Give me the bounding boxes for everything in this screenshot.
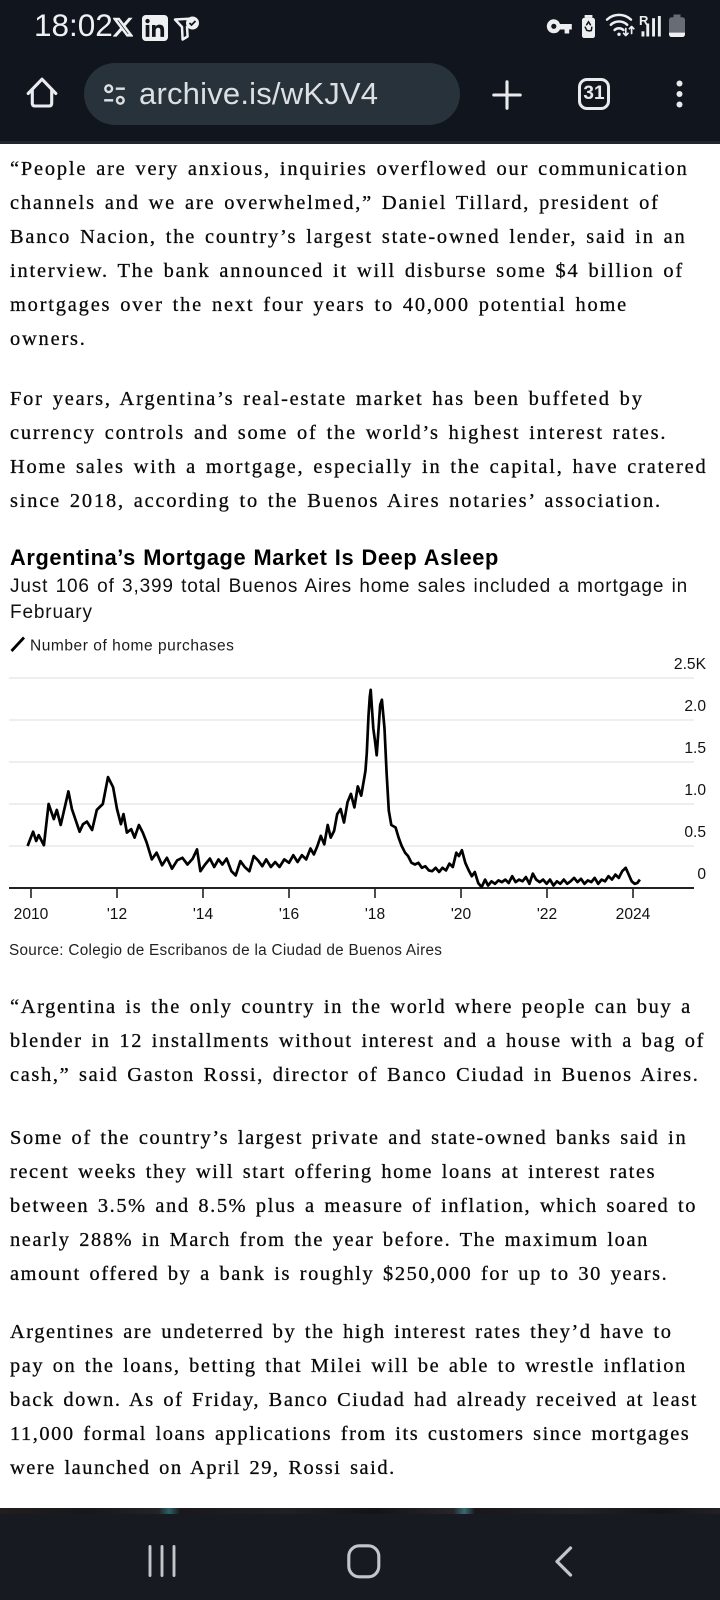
- svg-text:'18: '18: [365, 906, 385, 923]
- svg-text:'12: '12: [107, 906, 127, 923]
- svg-text:'14: '14: [193, 906, 214, 923]
- svg-text:'22: '22: [537, 906, 557, 923]
- svg-text:2024: 2024: [616, 906, 651, 923]
- svg-text:1.0: 1.0: [684, 782, 706, 799]
- svg-text:'20: '20: [451, 906, 472, 923]
- svg-text:0.5: 0.5: [684, 824, 706, 841]
- svg-text:2010: 2010: [14, 906, 49, 923]
- svg-text:'16: '16: [279, 906, 299, 923]
- svg-text:2.0: 2.0: [684, 698, 706, 715]
- svg-text:1.5: 1.5: [684, 740, 706, 757]
- svg-text:0: 0: [697, 866, 706, 883]
- svg-text:2.5K: 2.5K: [674, 656, 707, 673]
